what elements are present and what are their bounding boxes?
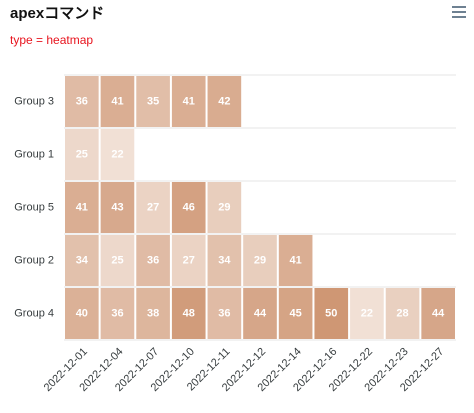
heatmap-cell — [100, 235, 135, 286]
heatmap-cell — [65, 76, 99, 127]
heatmap-cell — [243, 288, 277, 339]
heatmap-cell — [100, 129, 135, 180]
heatmap-cell — [278, 235, 313, 286]
cell-label: 27 — [183, 254, 195, 266]
cell-label: 34 — [76, 254, 89, 266]
heatmap-cell — [65, 235, 99, 286]
cell-label: 46 — [183, 201, 195, 213]
cell-label: 41 — [76, 201, 88, 213]
cell-label: 22 — [361, 307, 373, 319]
heatmap-cell — [100, 288, 135, 339]
heatmap-cell — [65, 129, 99, 180]
cell-label: 29 — [254, 254, 266, 266]
cell-label: 42 — [218, 95, 230, 107]
heatmap-cell — [65, 288, 99, 339]
cell-label: 41 — [290, 254, 302, 266]
cell-label: 36 — [147, 254, 159, 266]
cell-label: 25 — [76, 148, 88, 160]
cell-label: 22 — [111, 148, 123, 160]
heatmap-cell — [278, 288, 313, 339]
heatmap-cell — [136, 288, 170, 339]
cell-label: 44 — [432, 307, 445, 319]
heatmap-cell — [136, 182, 170, 233]
heatmap-cell — [100, 182, 135, 233]
heatmap-cell — [314, 288, 349, 339]
heatmap-cell — [207, 235, 242, 286]
cell-label: 38 — [147, 307, 159, 319]
y-tick-label: Group 4 — [14, 307, 54, 319]
heatmap-cell — [171, 288, 206, 339]
cell-label: 25 — [111, 254, 123, 266]
y-tick-label: Group 5 — [14, 201, 54, 213]
cell-label: 40 — [76, 307, 88, 319]
cell-label: 50 — [325, 307, 337, 319]
cell-label: 28 — [396, 307, 408, 319]
heatmap-cell — [100, 76, 135, 127]
cell-label: 45 — [290, 307, 302, 319]
heatmap-cell — [136, 76, 170, 127]
heatmap-cell — [243, 235, 277, 286]
menu-icon[interactable] — [452, 6, 466, 18]
heatmap-cell — [207, 76, 242, 127]
heatmap-cell — [421, 288, 455, 339]
cell-label: 48 — [183, 307, 195, 319]
heatmap-cell — [207, 182, 242, 233]
cell-label: 29 — [218, 201, 230, 213]
heatmap-cell — [65, 182, 99, 233]
heatmap-cell — [171, 76, 206, 127]
chart-title: apexコマンド — [10, 5, 104, 22]
heatmap-cell — [350, 288, 384, 339]
cell-label: 36 — [76, 95, 88, 107]
cell-label: 44 — [254, 307, 267, 319]
cell-label: 43 — [111, 201, 123, 213]
y-tick-label: Group 3 — [14, 95, 54, 107]
heatmap-cell — [171, 182, 206, 233]
cell-label: 41 — [111, 95, 123, 107]
heatmap-cell — [385, 288, 420, 339]
y-tick-label: Group 1 — [14, 148, 54, 160]
cell-label: 41 — [183, 95, 195, 107]
heatmap-cell — [207, 288, 242, 339]
cell-label: 34 — [218, 254, 231, 266]
chart-subtitle: type = heatmap — [10, 33, 93, 47]
y-tick-label: Group 2 — [14, 254, 54, 266]
cell-label: 27 — [147, 201, 159, 213]
cell-label: 36 — [111, 307, 123, 319]
cell-label: 36 — [218, 307, 230, 319]
cell-label: 35 — [147, 95, 159, 107]
heatmap-cell — [136, 235, 170, 286]
heatmap-cell — [171, 235, 206, 286]
